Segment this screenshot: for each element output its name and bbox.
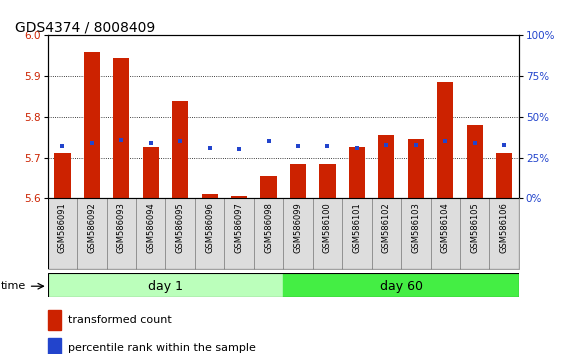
Text: GSM586091: GSM586091 bbox=[58, 202, 67, 252]
Bar bbox=[408, 139, 424, 198]
Bar bbox=[342, 198, 371, 269]
Text: GSM586102: GSM586102 bbox=[382, 202, 391, 252]
Bar bbox=[201, 194, 218, 198]
Bar bbox=[224, 198, 254, 269]
Text: GSM586095: GSM586095 bbox=[176, 202, 185, 252]
Bar bbox=[107, 198, 136, 269]
Text: GDS4374 / 8008409: GDS4374 / 8008409 bbox=[15, 20, 155, 34]
Text: GSM586097: GSM586097 bbox=[234, 202, 243, 253]
Text: GSM586104: GSM586104 bbox=[441, 202, 450, 252]
Bar bbox=[489, 198, 519, 269]
Text: GSM586098: GSM586098 bbox=[264, 202, 273, 253]
Bar bbox=[371, 198, 401, 269]
Bar bbox=[48, 198, 77, 269]
Text: GSM586106: GSM586106 bbox=[500, 202, 509, 253]
Text: GSM586094: GSM586094 bbox=[146, 202, 155, 252]
Bar bbox=[460, 198, 489, 269]
Bar bbox=[319, 164, 335, 198]
Bar bbox=[378, 135, 394, 198]
Text: day 60: day 60 bbox=[380, 280, 422, 293]
Text: GSM586103: GSM586103 bbox=[411, 202, 420, 253]
Text: GSM586100: GSM586100 bbox=[323, 202, 332, 252]
Text: percentile rank within the sample: percentile rank within the sample bbox=[68, 343, 256, 353]
Bar bbox=[349, 147, 365, 198]
Text: day 1: day 1 bbox=[148, 280, 183, 293]
Bar bbox=[54, 153, 71, 198]
Bar bbox=[48, 310, 61, 330]
Bar bbox=[77, 198, 107, 269]
Bar bbox=[401, 198, 431, 269]
Bar bbox=[84, 52, 100, 198]
Text: transformed count: transformed count bbox=[68, 315, 172, 325]
Bar bbox=[467, 125, 483, 198]
Bar bbox=[165, 198, 195, 269]
Bar bbox=[283, 273, 519, 297]
Text: GSM586093: GSM586093 bbox=[117, 202, 126, 253]
Bar bbox=[290, 164, 306, 198]
Text: GSM586096: GSM586096 bbox=[205, 202, 214, 253]
Text: GSM586105: GSM586105 bbox=[470, 202, 479, 252]
Text: GSM586101: GSM586101 bbox=[352, 202, 361, 252]
Bar bbox=[254, 198, 283, 269]
Bar bbox=[313, 198, 342, 269]
Bar bbox=[260, 176, 277, 198]
Bar bbox=[431, 198, 460, 269]
Text: time: time bbox=[1, 281, 26, 291]
Bar bbox=[142, 147, 159, 198]
Bar bbox=[113, 58, 130, 198]
Text: GSM586099: GSM586099 bbox=[293, 202, 302, 252]
Bar bbox=[496, 153, 512, 198]
Bar bbox=[231, 196, 247, 198]
Bar bbox=[48, 273, 283, 297]
Bar bbox=[172, 101, 188, 198]
Bar bbox=[437, 82, 453, 198]
Bar bbox=[283, 198, 313, 269]
Text: GSM586092: GSM586092 bbox=[88, 202, 96, 252]
Bar bbox=[195, 198, 224, 269]
Bar bbox=[136, 198, 165, 269]
Bar bbox=[48, 338, 61, 354]
